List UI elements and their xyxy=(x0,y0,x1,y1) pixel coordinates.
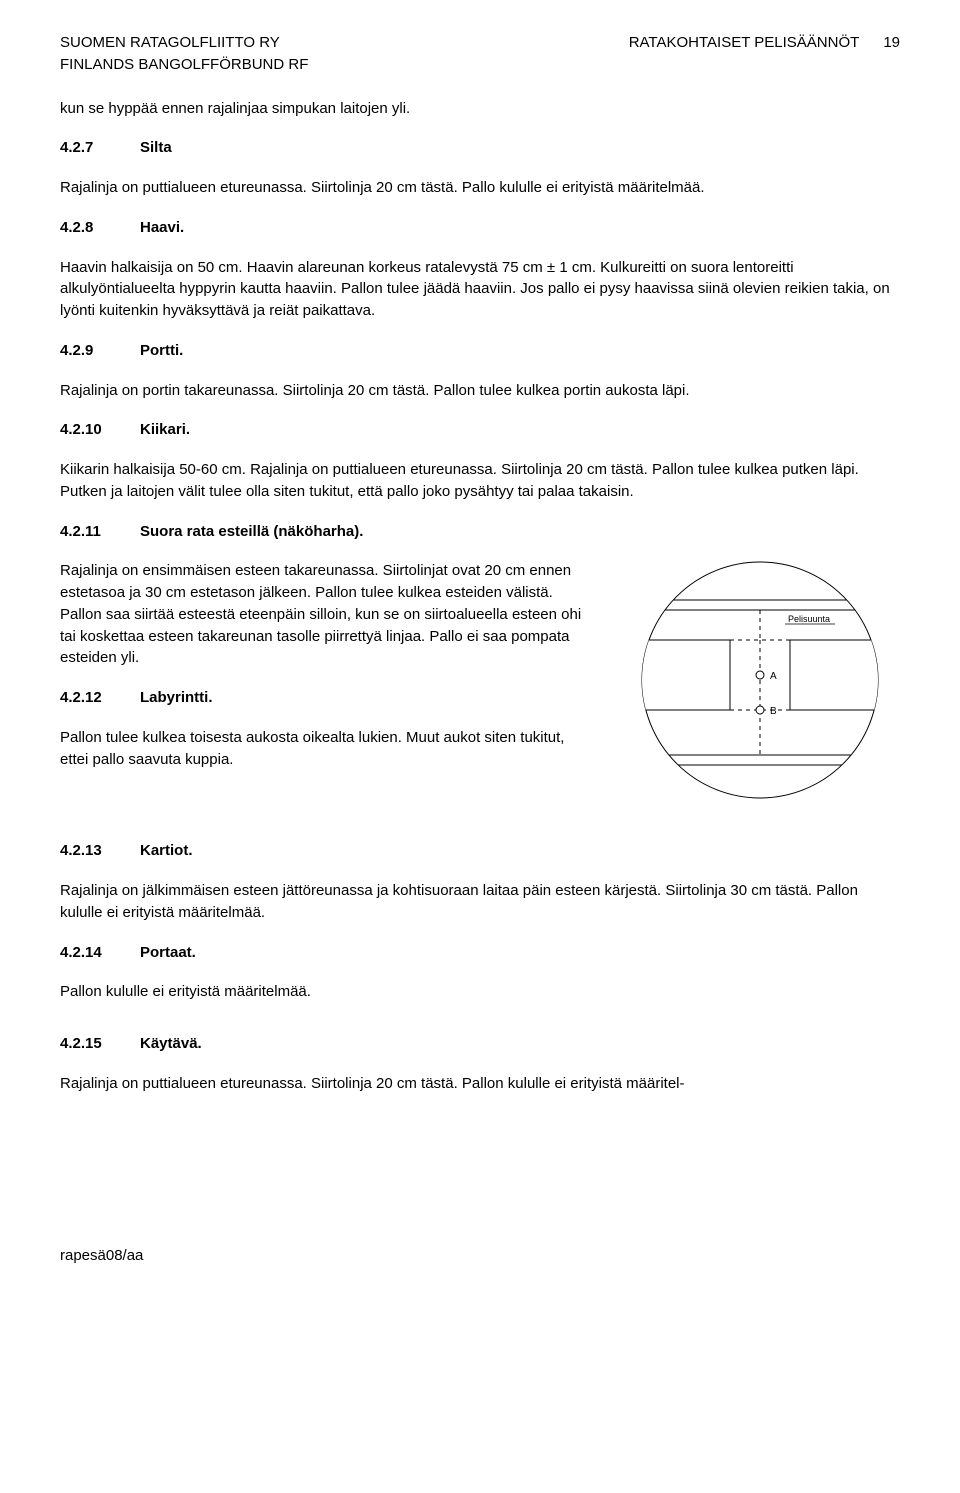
body-4-2-13: Rajalinja on jälkimmäisen esteen jättöre… xyxy=(60,880,900,924)
page-header: SUOMEN RATAGOLFLIITTO RY FINLANDS BANGOL… xyxy=(60,32,900,76)
section-title: Silta xyxy=(140,137,172,159)
section-number: 4.2.9 xyxy=(60,340,140,362)
body-4-2-15: Rajalinja on puttialueen etureunassa. Si… xyxy=(60,1073,900,1095)
heading-4-2-7: 4.2.7 Silta xyxy=(60,137,900,159)
section-number: 4.2.15 xyxy=(60,1033,140,1055)
section-number: 4.2.12 xyxy=(60,687,140,709)
diagram-label-b: B xyxy=(770,706,777,717)
diagram-label-pelisuunta: Pelisuunta xyxy=(788,614,830,624)
diagram-label-a: A xyxy=(770,671,777,682)
intro-line: kun se hyppää ennen rajalinjaa simpukan … xyxy=(60,98,900,120)
section-number: 4.2.14 xyxy=(60,942,140,964)
section-title: Portaat. xyxy=(140,942,196,964)
obstacle-diagram-svg: A B Pelisuunta xyxy=(620,560,900,800)
section-title: Portti. xyxy=(140,340,183,362)
heading-4-2-14: 4.2.14 Portaat. xyxy=(60,942,900,964)
section-number: 4.2.11 xyxy=(60,521,140,543)
section-title: Käytävä. xyxy=(140,1033,202,1055)
org-block: SUOMEN RATAGOLFLIITTO RY FINLANDS BANGOL… xyxy=(60,32,308,76)
footer-code: rapesä08/aa xyxy=(60,1245,900,1267)
org-line-2: FINLANDS BANGOLFFÖRBUND RF xyxy=(60,54,308,76)
doc-title-block: RATAKOHTAISET PELISÄÄNNÖT 19 xyxy=(629,32,900,54)
doc-title: RATAKOHTAISET PELISÄÄNNÖT xyxy=(629,32,860,54)
col-text: Rajalinja on ensimmäisen esteen takareun… xyxy=(60,560,596,788)
body-4-2-14: Pallon kululle ei erityistä määritelmää. xyxy=(60,981,900,1003)
heading-4-2-11: 4.2.11 Suora rata esteillä (näköharha). xyxy=(60,521,900,543)
heading-4-2-10: 4.2.10 Kiikari. xyxy=(60,419,900,441)
heading-4-2-12: 4.2.12 Labyrintti. xyxy=(60,687,596,709)
diagram-4-2-11: A B Pelisuunta xyxy=(620,560,900,800)
section-number: 4.2.7 xyxy=(60,137,140,159)
body-4-2-11: Rajalinja on ensimmäisen esteen takareun… xyxy=(60,560,596,669)
section-4-2-11-row: Rajalinja on ensimmäisen esteen takareun… xyxy=(60,560,900,800)
section-title: Kiikari. xyxy=(140,419,190,441)
heading-4-2-13: 4.2.13 Kartiot. xyxy=(60,840,900,862)
section-title: Kartiot. xyxy=(140,840,193,862)
body-4-2-7: Rajalinja on puttialueen etureunassa. Si… xyxy=(60,177,900,199)
body-4-2-8: Haavin halkaisija on 50 cm. Haavin alare… xyxy=(60,257,900,322)
heading-4-2-9: 4.2.9 Portti. xyxy=(60,340,900,362)
heading-4-2-15: 4.2.15 Käytävä. xyxy=(60,1033,900,1055)
section-number: 4.2.13 xyxy=(60,840,140,862)
page-number: 19 xyxy=(883,32,900,54)
section-title: Haavi. xyxy=(140,217,184,239)
section-number: 4.2.8 xyxy=(60,217,140,239)
body-4-2-12: Pallon tulee kulkea toisesta aukosta oik… xyxy=(60,727,596,771)
section-title: Suora rata esteillä (näköharha). xyxy=(140,521,363,543)
section-title: Labyrintti. xyxy=(140,687,213,709)
body-4-2-10: Kiikarin halkaisija 50-60 cm. Rajalinja … xyxy=(60,459,900,503)
section-number: 4.2.10 xyxy=(60,419,140,441)
org-line-1: SUOMEN RATAGOLFLIITTO RY xyxy=(60,32,308,54)
body-4-2-9: Rajalinja on portin takareunassa. Siirto… xyxy=(60,380,900,402)
heading-4-2-8: 4.2.8 Haavi. xyxy=(60,217,900,239)
